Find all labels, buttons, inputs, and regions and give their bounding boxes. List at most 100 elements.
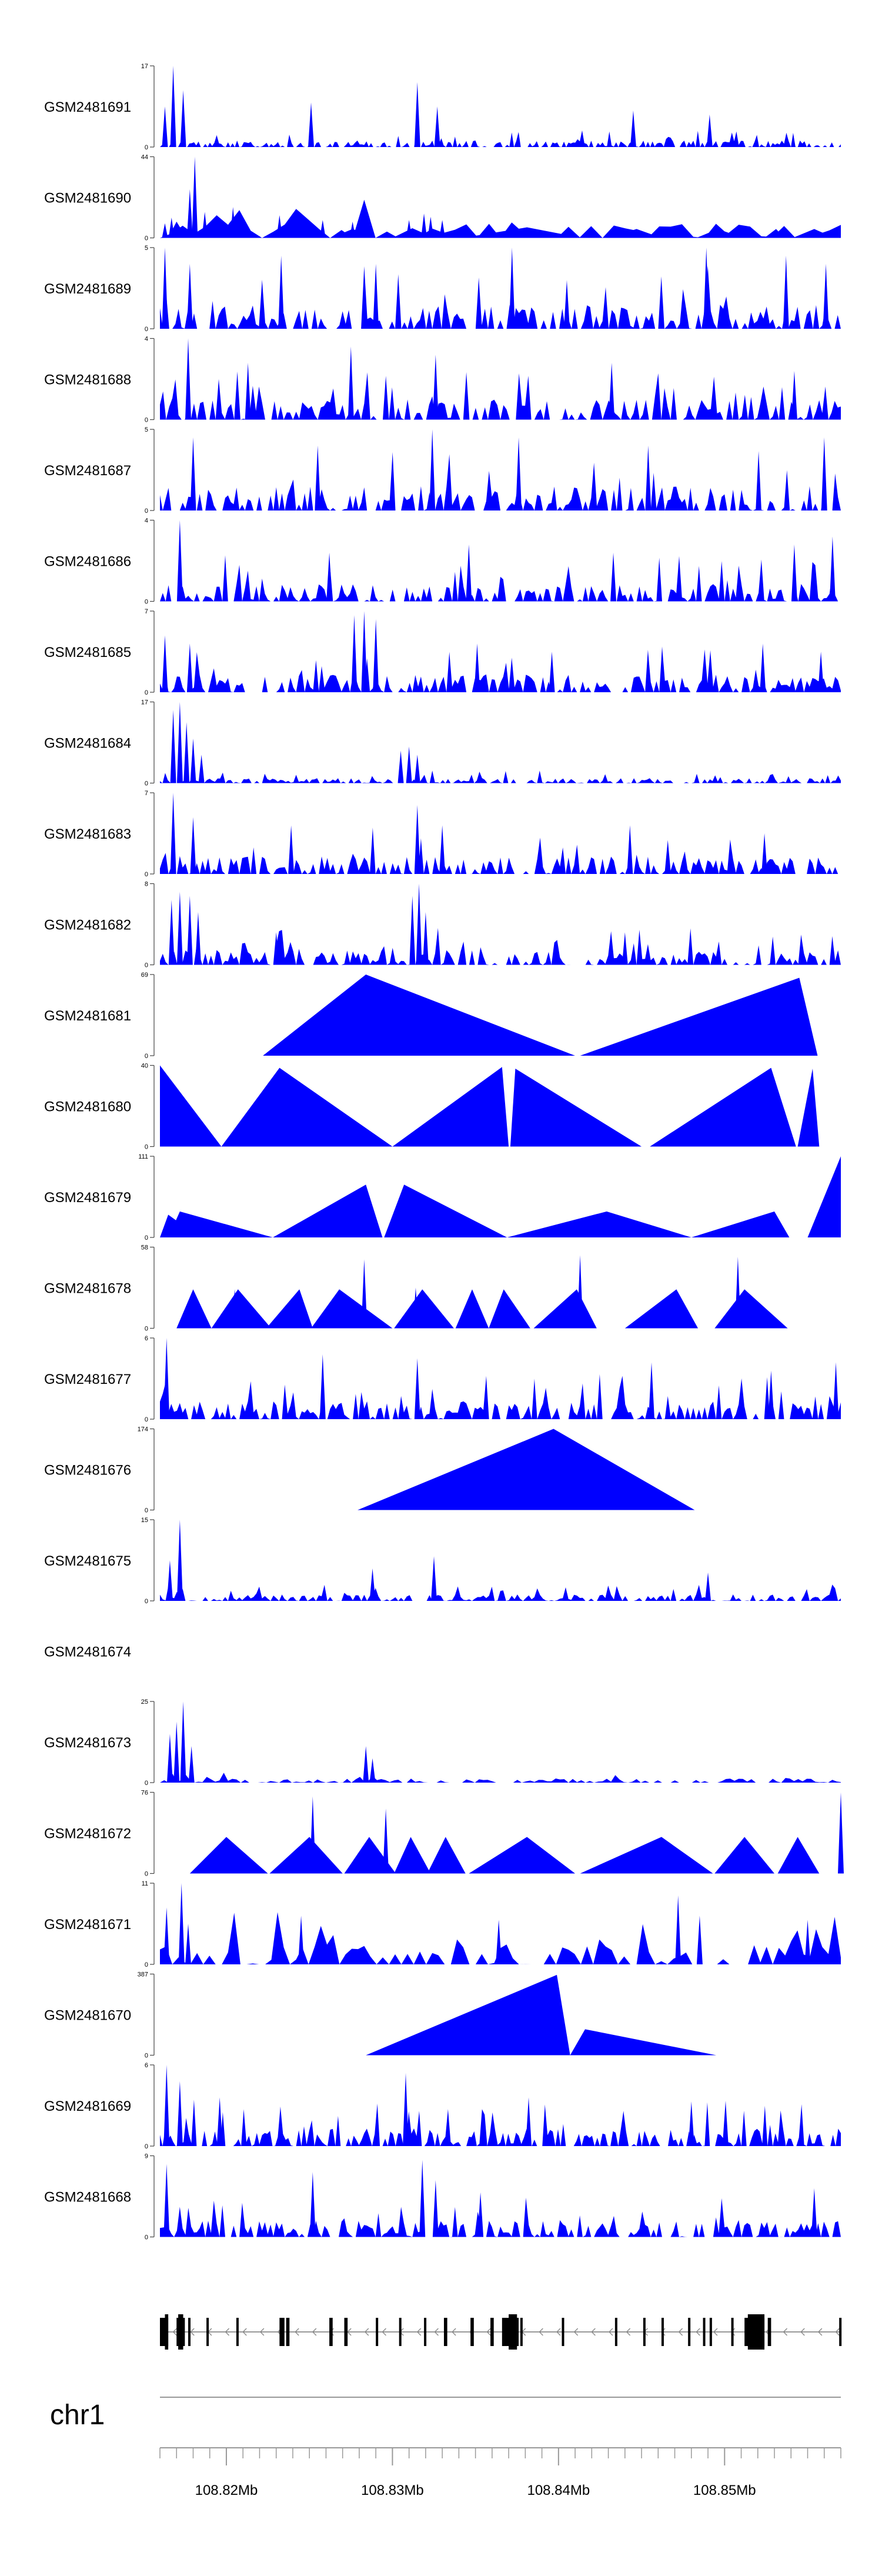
coverage-peak: [419, 2160, 426, 2237]
coverage-peak: [176, 892, 183, 965]
coverage-peak: [162, 635, 168, 692]
coverage-peak: [383, 1808, 389, 1874]
y-axis-max-label: 174: [138, 1426, 148, 1433]
y-axis-min-label: 0: [145, 2143, 148, 2150]
strand-arrow: [190, 2328, 195, 2336]
gene-exon: [520, 2318, 523, 2346]
coverage-peak: [170, 710, 176, 783]
coverage-peak: [833, 1362, 839, 1419]
y-axis-max-label: 4: [145, 336, 148, 343]
gene-exon: [329, 2318, 333, 2346]
coverage-peak: [791, 544, 797, 602]
track-label: GSM2481690: [44, 191, 131, 206]
y-axis-max-label: 8: [145, 881, 148, 888]
strand-arrow: [364, 2328, 369, 2336]
coverage-triangle: [580, 1837, 713, 1874]
chromosome-label: chr1: [50, 2400, 105, 2431]
coverage-triangle: [266, 1289, 313, 1329]
coverage-tracks: GSM2481691170GSM2481690440GSM248168950GS…: [44, 63, 844, 2241]
coverage-track: GSM2481677 6 0: [44, 1335, 841, 1423]
coverage-peak: [298, 213, 305, 238]
coverage-peak: [421, 213, 427, 238]
track-label: GSM2481686: [44, 554, 131, 570]
coverage-peak: [190, 738, 196, 783]
coverage-peak: [170, 793, 176, 874]
coverage-peak: [186, 189, 193, 238]
coverage-peak: [163, 2065, 170, 2146]
coverage-area: [160, 266, 841, 329]
coverage-peak: [549, 652, 555, 692]
coverage-triangle: [168, 1211, 273, 1237]
coverage-area: [160, 451, 841, 510]
genome-axis: 108.82Mb 108.83Mb 108.84Mb 108.85Mb: [159, 2447, 841, 2498]
y-axis-max-label: 387: [138, 1971, 148, 1978]
strand-arrow: [696, 2328, 700, 2336]
track-label: GSM2481669: [44, 2098, 131, 2114]
coverage-peak: [162, 248, 168, 329]
y-axis-min-label: 0: [145, 599, 148, 606]
track-label: GSM2481676: [44, 1463, 131, 1479]
coverage-peak: [474, 643, 480, 692]
coverage-area: [160, 827, 841, 874]
coverage-triangle: [221, 1067, 393, 1147]
coverage-peak: [195, 912, 201, 965]
coverage-peak: [791, 371, 797, 420]
y-axis-max-label: 15: [141, 1517, 148, 1524]
track-label: GSM2481689: [44, 281, 131, 297]
coverage-peak: [369, 1568, 376, 1601]
coverage-triangle: [394, 1289, 454, 1329]
coverage-triangle: [807, 1156, 841, 1237]
coverage-track: GSM2481686 4 0: [44, 518, 841, 606]
y-axis-max-label: 5: [145, 245, 148, 252]
coverage-peak: [432, 355, 439, 420]
gene-exon: [731, 2318, 734, 2346]
track-label: GSM2481673: [44, 1735, 131, 1751]
coverage-triangle: [650, 1067, 796, 1147]
coverage-triangle: [263, 975, 576, 1056]
coverage-triangle: [455, 1289, 489, 1329]
gene-exon: [470, 2318, 474, 2346]
coverage-peak: [170, 66, 176, 147]
gene-exon: [376, 2318, 379, 2346]
y-axis-max-label: 4: [145, 518, 148, 525]
coverage-peak: [409, 896, 416, 965]
coverage-peak: [176, 1520, 183, 1601]
coverage-area: [160, 1584, 841, 1601]
coverage-peak: [414, 805, 420, 874]
coverage-peak: [429, 429, 436, 510]
coverage-peak: [173, 1721, 180, 1783]
coverage-peak: [369, 1758, 376, 1783]
coverage-peak: [166, 1734, 173, 1783]
coverage-peak: [622, 932, 628, 965]
coverage-peak: [761, 833, 768, 874]
coverage-area: [160, 927, 841, 965]
coverage-peak: [563, 280, 570, 329]
coverage-peak: [186, 896, 193, 965]
gene-exon: [490, 2318, 494, 2346]
coverage-area: [160, 199, 841, 238]
coverage-peak: [309, 2172, 316, 2237]
coverage-peak: [821, 437, 827, 510]
track-label: GSM2481677: [44, 1372, 131, 1387]
y-axis-min-label: 0: [145, 235, 148, 242]
coverage-track: GSM2481683 7 0: [44, 790, 841, 878]
coverage-peak: [811, 2188, 817, 2237]
coverage-peak: [349, 221, 356, 238]
y-axis-min-label: 0: [145, 1416, 148, 1423]
strand-arrow: [539, 2328, 543, 2336]
coverage-track: GSM2481684 17 0: [44, 699, 841, 788]
strand-arrow: [382, 2328, 386, 2336]
coverage-track: GSM2481680 40 0: [44, 1063, 820, 1151]
coverage-peak: [185, 1924, 192, 1964]
coverage-peak: [838, 1792, 844, 1874]
strand-arrow: [312, 2328, 317, 2336]
coverage-peak: [192, 156, 198, 238]
coverage-area: [160, 555, 841, 602]
coverage-peak: [186, 263, 193, 329]
strand-arrow: [678, 2328, 683, 2336]
y-axis-min-label: 0: [145, 1961, 148, 1968]
coverage-triangle: [211, 1289, 272, 1329]
strand-arrow: [609, 2328, 613, 2336]
gene-model-track: [160, 2314, 842, 2350]
coverage-peak: [649, 1362, 655, 1419]
